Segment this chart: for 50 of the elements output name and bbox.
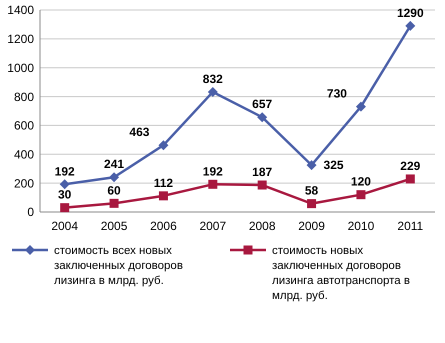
point [306,160,317,170]
data-label: 187 [252,165,273,180]
point [356,102,366,112]
point [405,20,416,31]
y-tick-label: 1400 [7,3,34,18]
y-tick-label: 200 [14,176,34,190]
point [307,199,316,208]
data-label: 241 [104,157,124,172]
data-label: 112 [154,176,174,190]
point [60,203,70,212]
x-tick-label: 2007 [199,219,226,233]
data-label: 325 [324,158,344,172]
point [258,180,267,190]
x-tick-label: 2006 [150,219,178,233]
point [110,198,119,208]
x-tick-label: 2009 [298,219,326,233]
data-label: 58 [304,184,319,198]
y-tick-label: 1200 [7,32,34,46]
point [406,174,415,184]
point [257,112,268,122]
y-tick-label: 600 [14,118,34,133]
data-label: 192 [202,164,224,178]
data-label: 730 [326,86,348,101]
point [60,179,70,190]
x-tick-label: 2005 [100,219,128,233]
y-tick-label: 0 [27,205,34,220]
x-tick-label: 2008 [248,219,276,233]
y-tick-label: 1000 [7,60,34,75]
data-label: 120 [350,174,372,189]
y-tick-label: 800 [14,90,34,104]
x-tick-label: 2004 [51,219,78,233]
point [158,191,168,200]
point [158,140,168,150]
legend-label: стоимость всех новых заключенных договоров лизинга в млрд. руб. [54,245,183,287]
y-tick-label: 400 [14,147,34,162]
point [356,190,366,200]
point [109,172,120,182]
data-label: 463 [129,125,150,140]
legend-label: стоимость новых заключенных договоров лизинга автотранспорта в млрд. руб. [272,245,410,302]
x-tick-label: 2010 [348,219,375,233]
data-label: 1290 [396,6,424,20]
point [208,86,218,97]
data-label: 30 [58,188,72,202]
point [208,180,218,189]
data-label: 192 [54,164,76,178]
data-label: 229 [400,158,421,173]
x-tick-label: 2011 [397,219,424,233]
data-label: 60 [107,183,122,198]
data-label: 832 [202,72,224,86]
data-label: 657 [252,97,273,112]
